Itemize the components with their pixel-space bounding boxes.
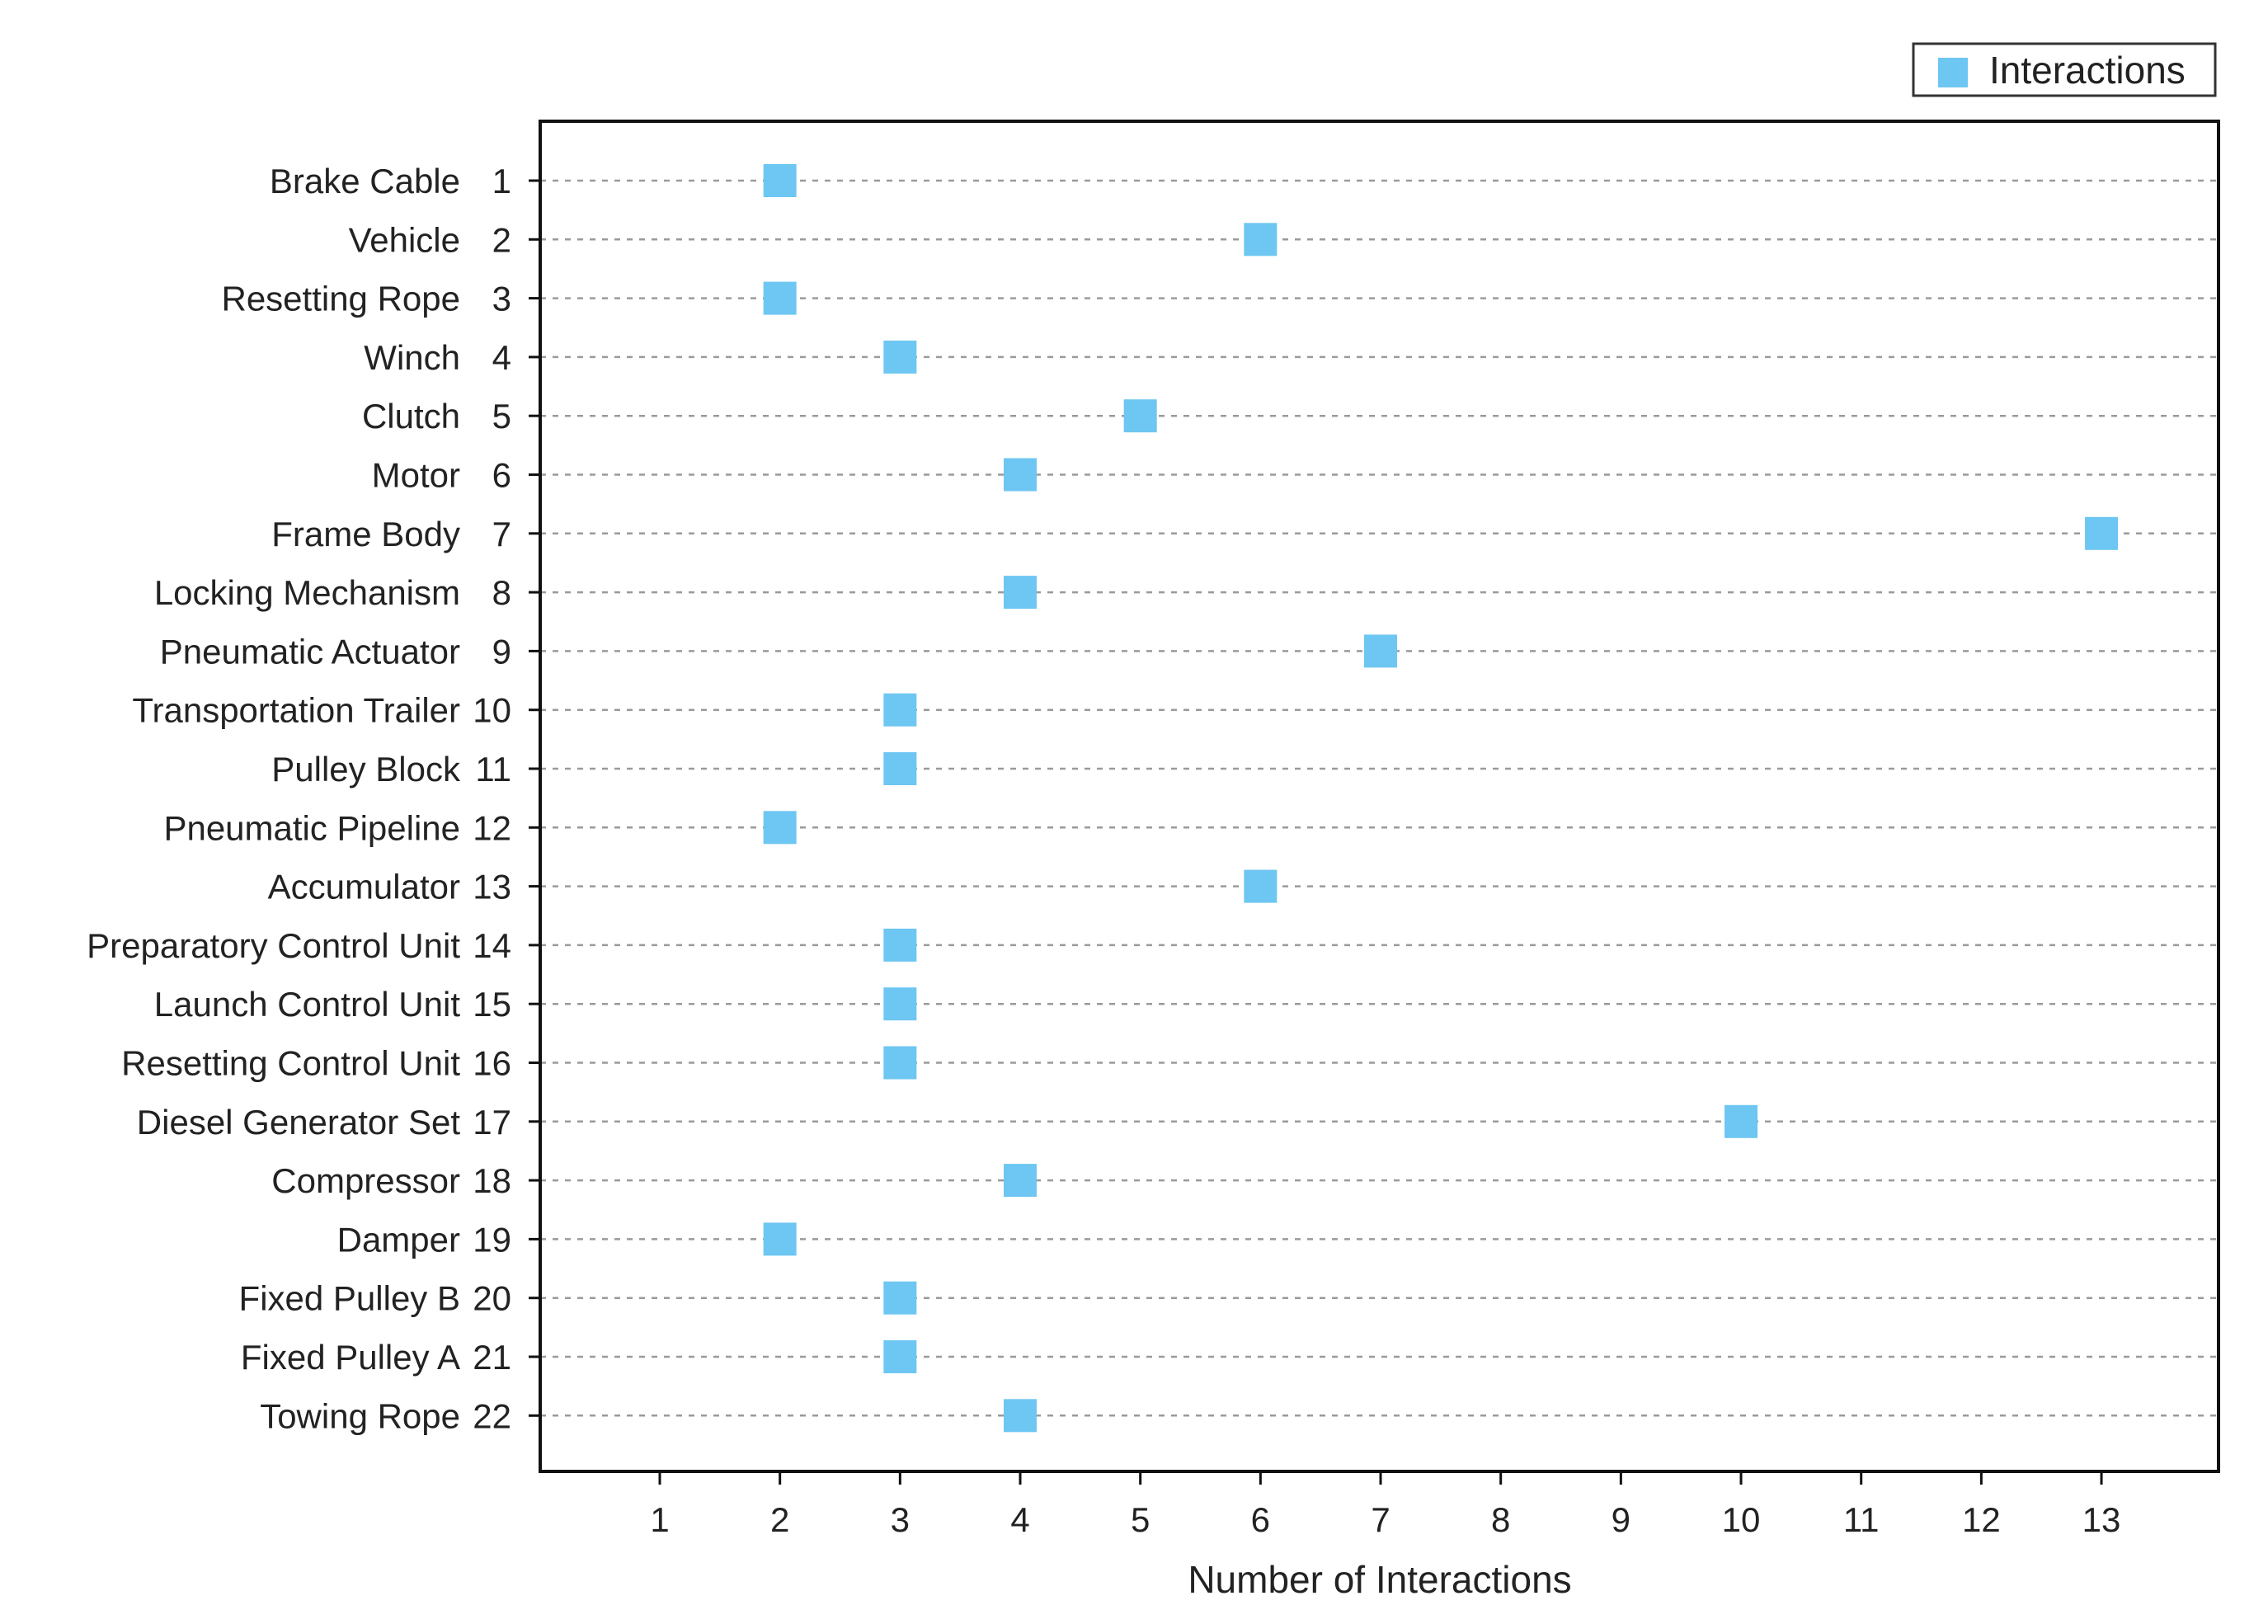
y-tick-number: 1 bbox=[492, 162, 511, 200]
y-tick-label: Pneumatic Actuator bbox=[160, 632, 460, 671]
y-tick-number: 21 bbox=[473, 1338, 511, 1377]
y-tick-number: 14 bbox=[473, 926, 511, 965]
y-tick-number: 11 bbox=[475, 750, 511, 788]
data-point-marker bbox=[883, 693, 917, 727]
y-tick-label: Diesel Generator Set bbox=[137, 1103, 461, 1142]
y-tick-number: 16 bbox=[473, 1044, 511, 1083]
y-axis: Brake Cable 1 Vehicle 2 Resetting Rope 3 Winch… bbox=[87, 162, 540, 1435]
y-tick-label: Damper bbox=[337, 1220, 460, 1259]
data-point-marker bbox=[763, 811, 797, 845]
x-tick-label: 1 bbox=[650, 1500, 669, 1539]
y-tick-number: 5 bbox=[492, 397, 511, 435]
data-point-marker bbox=[763, 1222, 797, 1256]
data-point-marker bbox=[1244, 223, 1278, 257]
y-tick-number: 17 bbox=[473, 1103, 511, 1142]
x-tick-label: 7 bbox=[1371, 1500, 1390, 1539]
legend: Interactions bbox=[1912, 42, 2217, 97]
y-tick-label: Fixed Pulley B bbox=[239, 1279, 460, 1318]
data-point-marker bbox=[1123, 399, 1157, 433]
x-tick-label: 9 bbox=[1612, 1500, 1630, 1539]
legend-label: Interactions bbox=[1989, 49, 2186, 92]
y-tick-label: Brake Cable bbox=[270, 162, 460, 200]
y-tick-number: 18 bbox=[473, 1161, 511, 1200]
y-tick-number: 3 bbox=[492, 280, 511, 318]
x-tick-label: 12 bbox=[1962, 1500, 2001, 1539]
data-point-marker bbox=[1725, 1104, 1758, 1138]
x-tick-label: 2 bbox=[770, 1500, 789, 1539]
x-axis: 1 2 3 4 5 6 7 8 9 10 11 12 13 bbox=[650, 1471, 2120, 1539]
data-point-marker bbox=[883, 928, 917, 962]
y-tick-number: 9 bbox=[492, 632, 511, 671]
y-tick-number: 20 bbox=[473, 1279, 511, 1318]
y-tick-number: 10 bbox=[473, 691, 511, 730]
x-axis-title: Number of Interactions bbox=[1188, 1558, 1571, 1601]
data-point-marker bbox=[763, 281, 797, 315]
y-tick-label: Resetting Control Unit bbox=[121, 1044, 460, 1083]
y-tick-label: Preparatory Control Unit bbox=[87, 926, 460, 965]
legend-swatch bbox=[1938, 58, 1968, 87]
data-point-marker bbox=[883, 1281, 917, 1315]
y-tick-label: Pneumatic Pipeline bbox=[163, 808, 460, 847]
plot-frame bbox=[539, 120, 2220, 1473]
y-tick-number: 4 bbox=[492, 338, 511, 377]
data-point-marker bbox=[883, 340, 917, 374]
data-markers bbox=[763, 164, 2119, 1433]
y-tick-number: 19 bbox=[473, 1220, 511, 1259]
y-tick-number: 6 bbox=[492, 456, 511, 495]
data-point-marker bbox=[883, 1046, 917, 1080]
grid-lines bbox=[540, 179, 2219, 1417]
data-point-marker bbox=[2085, 516, 2119, 550]
x-tick-label: 5 bbox=[1131, 1500, 1150, 1539]
y-tick-label: Towing Rope bbox=[260, 1396, 460, 1435]
data-point-marker bbox=[1004, 458, 1038, 492]
y-tick-number: 22 bbox=[473, 1396, 511, 1435]
data-point-marker bbox=[883, 752, 917, 785]
y-tick-label: Compressor bbox=[271, 1161, 460, 1200]
y-tick-label: Pulley Block bbox=[271, 750, 461, 788]
data-point-marker bbox=[1244, 869, 1278, 903]
x-tick-label: 6 bbox=[1251, 1500, 1270, 1539]
y-tick-label: Launch Control Unit bbox=[154, 985, 461, 1024]
y-tick-label: Winch bbox=[364, 338, 460, 377]
y-tick-label: Accumulator bbox=[268, 868, 460, 906]
x-tick-label: 3 bbox=[891, 1500, 910, 1539]
y-tick-number: 8 bbox=[492, 573, 511, 612]
x-tick-label: 11 bbox=[1843, 1500, 1880, 1539]
data-point-marker bbox=[1004, 1399, 1038, 1433]
x-tick-label: 4 bbox=[1010, 1500, 1029, 1539]
data-point-marker bbox=[1004, 1164, 1038, 1198]
data-point-marker bbox=[883, 987, 917, 1021]
y-tick-label: Motor bbox=[372, 456, 460, 495]
y-tick-label: Fixed Pulley A bbox=[241, 1338, 460, 1377]
x-tick-label: 10 bbox=[1722, 1500, 1761, 1539]
y-tick-label: Vehicle bbox=[349, 220, 460, 259]
data-point-marker bbox=[1004, 576, 1038, 610]
x-tick-label: 13 bbox=[2082, 1500, 2121, 1539]
y-tick-label: Transportation Trailer bbox=[132, 691, 460, 730]
y-tick-number: 12 bbox=[473, 808, 511, 847]
data-point-marker bbox=[763, 164, 797, 197]
y-tick-label: Locking Mechanism bbox=[154, 573, 460, 612]
y-tick-number: 2 bbox=[492, 220, 511, 259]
data-point-marker bbox=[1364, 634, 1398, 668]
data-point-marker bbox=[883, 1340, 917, 1373]
y-tick-number: 7 bbox=[492, 515, 511, 553]
y-tick-label: Frame Body bbox=[271, 515, 460, 553]
y-tick-number: 13 bbox=[473, 868, 511, 906]
y-tick-label: Resetting Rope bbox=[221, 280, 460, 318]
x-tick-label: 8 bbox=[1491, 1500, 1510, 1539]
y-tick-number: 15 bbox=[473, 985, 511, 1024]
y-tick-label: Clutch bbox=[362, 397, 460, 435]
